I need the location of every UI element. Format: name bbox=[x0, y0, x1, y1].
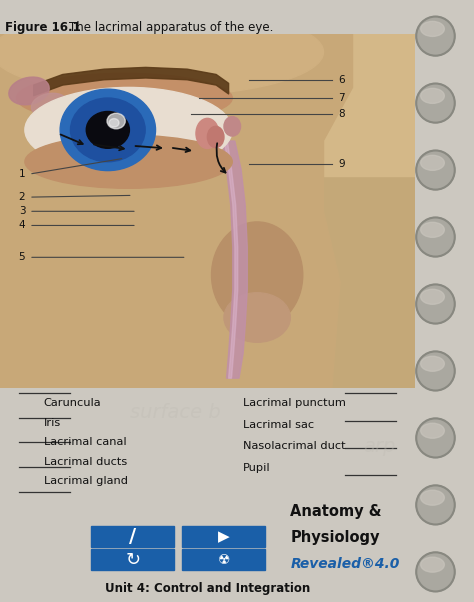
Text: Anatomy &: Anatomy & bbox=[290, 504, 382, 519]
Ellipse shape bbox=[17, 73, 232, 123]
Ellipse shape bbox=[416, 217, 455, 256]
Text: 8: 8 bbox=[338, 109, 345, 119]
Ellipse shape bbox=[416, 284, 455, 324]
Ellipse shape bbox=[416, 553, 455, 591]
Ellipse shape bbox=[9, 77, 49, 105]
Ellipse shape bbox=[224, 293, 290, 343]
Ellipse shape bbox=[420, 423, 444, 438]
Ellipse shape bbox=[196, 119, 219, 149]
Ellipse shape bbox=[208, 126, 224, 147]
Text: Iris: Iris bbox=[44, 418, 61, 427]
Text: 3: 3 bbox=[18, 206, 25, 216]
Ellipse shape bbox=[416, 352, 455, 391]
Text: Pupil: Pupil bbox=[243, 463, 270, 473]
Text: 7: 7 bbox=[338, 93, 345, 103]
Ellipse shape bbox=[25, 87, 232, 172]
Text: 4: 4 bbox=[18, 220, 25, 231]
Text: Lacrimal punctum: Lacrimal punctum bbox=[243, 398, 346, 408]
Text: The lacrimal apparatus of the eye.: The lacrimal apparatus of the eye. bbox=[69, 20, 273, 34]
Bar bbox=[182, 549, 265, 571]
Text: Lacrimal canal: Lacrimal canal bbox=[44, 437, 126, 447]
Polygon shape bbox=[0, 34, 353, 388]
Text: 5: 5 bbox=[18, 252, 25, 262]
Bar bbox=[91, 549, 174, 571]
Text: surface b: surface b bbox=[130, 403, 220, 422]
Ellipse shape bbox=[420, 22, 444, 37]
Ellipse shape bbox=[0, 8, 323, 96]
Circle shape bbox=[71, 98, 145, 162]
Bar bbox=[0, 34, 415, 176]
Text: Figure 16.1: Figure 16.1 bbox=[5, 20, 81, 34]
Ellipse shape bbox=[31, 93, 68, 117]
Text: Lacrimal gland: Lacrimal gland bbox=[44, 476, 128, 486]
Ellipse shape bbox=[416, 485, 455, 524]
Ellipse shape bbox=[211, 222, 303, 328]
Ellipse shape bbox=[420, 88, 444, 104]
Text: Unit 4: Control and Integration: Unit 4: Control and Integration bbox=[105, 582, 310, 595]
Ellipse shape bbox=[416, 150, 455, 190]
Ellipse shape bbox=[420, 557, 444, 572]
Text: 6: 6 bbox=[338, 75, 345, 85]
Text: Nasolacrimal duct: Nasolacrimal duct bbox=[243, 441, 345, 452]
Ellipse shape bbox=[420, 222, 444, 237]
Circle shape bbox=[107, 113, 125, 129]
Text: Caruncula: Caruncula bbox=[44, 398, 101, 408]
Circle shape bbox=[60, 89, 155, 170]
Circle shape bbox=[109, 119, 119, 127]
Ellipse shape bbox=[420, 356, 444, 371]
Ellipse shape bbox=[416, 418, 455, 458]
Text: ▶: ▶ bbox=[218, 529, 230, 544]
Text: Revealed®4.0: Revealed®4.0 bbox=[290, 557, 400, 571]
Ellipse shape bbox=[25, 135, 232, 188]
Text: 1: 1 bbox=[18, 169, 25, 179]
Ellipse shape bbox=[416, 84, 455, 123]
Text: Lacrimal ducts: Lacrimal ducts bbox=[44, 456, 127, 467]
Ellipse shape bbox=[416, 16, 455, 56]
Bar bbox=[91, 526, 174, 547]
Text: ☢: ☢ bbox=[218, 553, 230, 567]
Text: 9: 9 bbox=[338, 158, 345, 169]
Bar bbox=[182, 526, 265, 547]
Ellipse shape bbox=[420, 490, 444, 505]
Circle shape bbox=[86, 111, 129, 148]
Text: arp: arp bbox=[363, 437, 395, 456]
Text: Physiology: Physiology bbox=[290, 530, 380, 545]
Ellipse shape bbox=[224, 117, 240, 136]
Text: ↻: ↻ bbox=[125, 551, 140, 569]
Text: Lacrimal sac: Lacrimal sac bbox=[243, 420, 314, 430]
Ellipse shape bbox=[420, 155, 444, 170]
Text: 2: 2 bbox=[18, 192, 25, 202]
Ellipse shape bbox=[420, 290, 444, 304]
Text: /: / bbox=[129, 527, 137, 546]
